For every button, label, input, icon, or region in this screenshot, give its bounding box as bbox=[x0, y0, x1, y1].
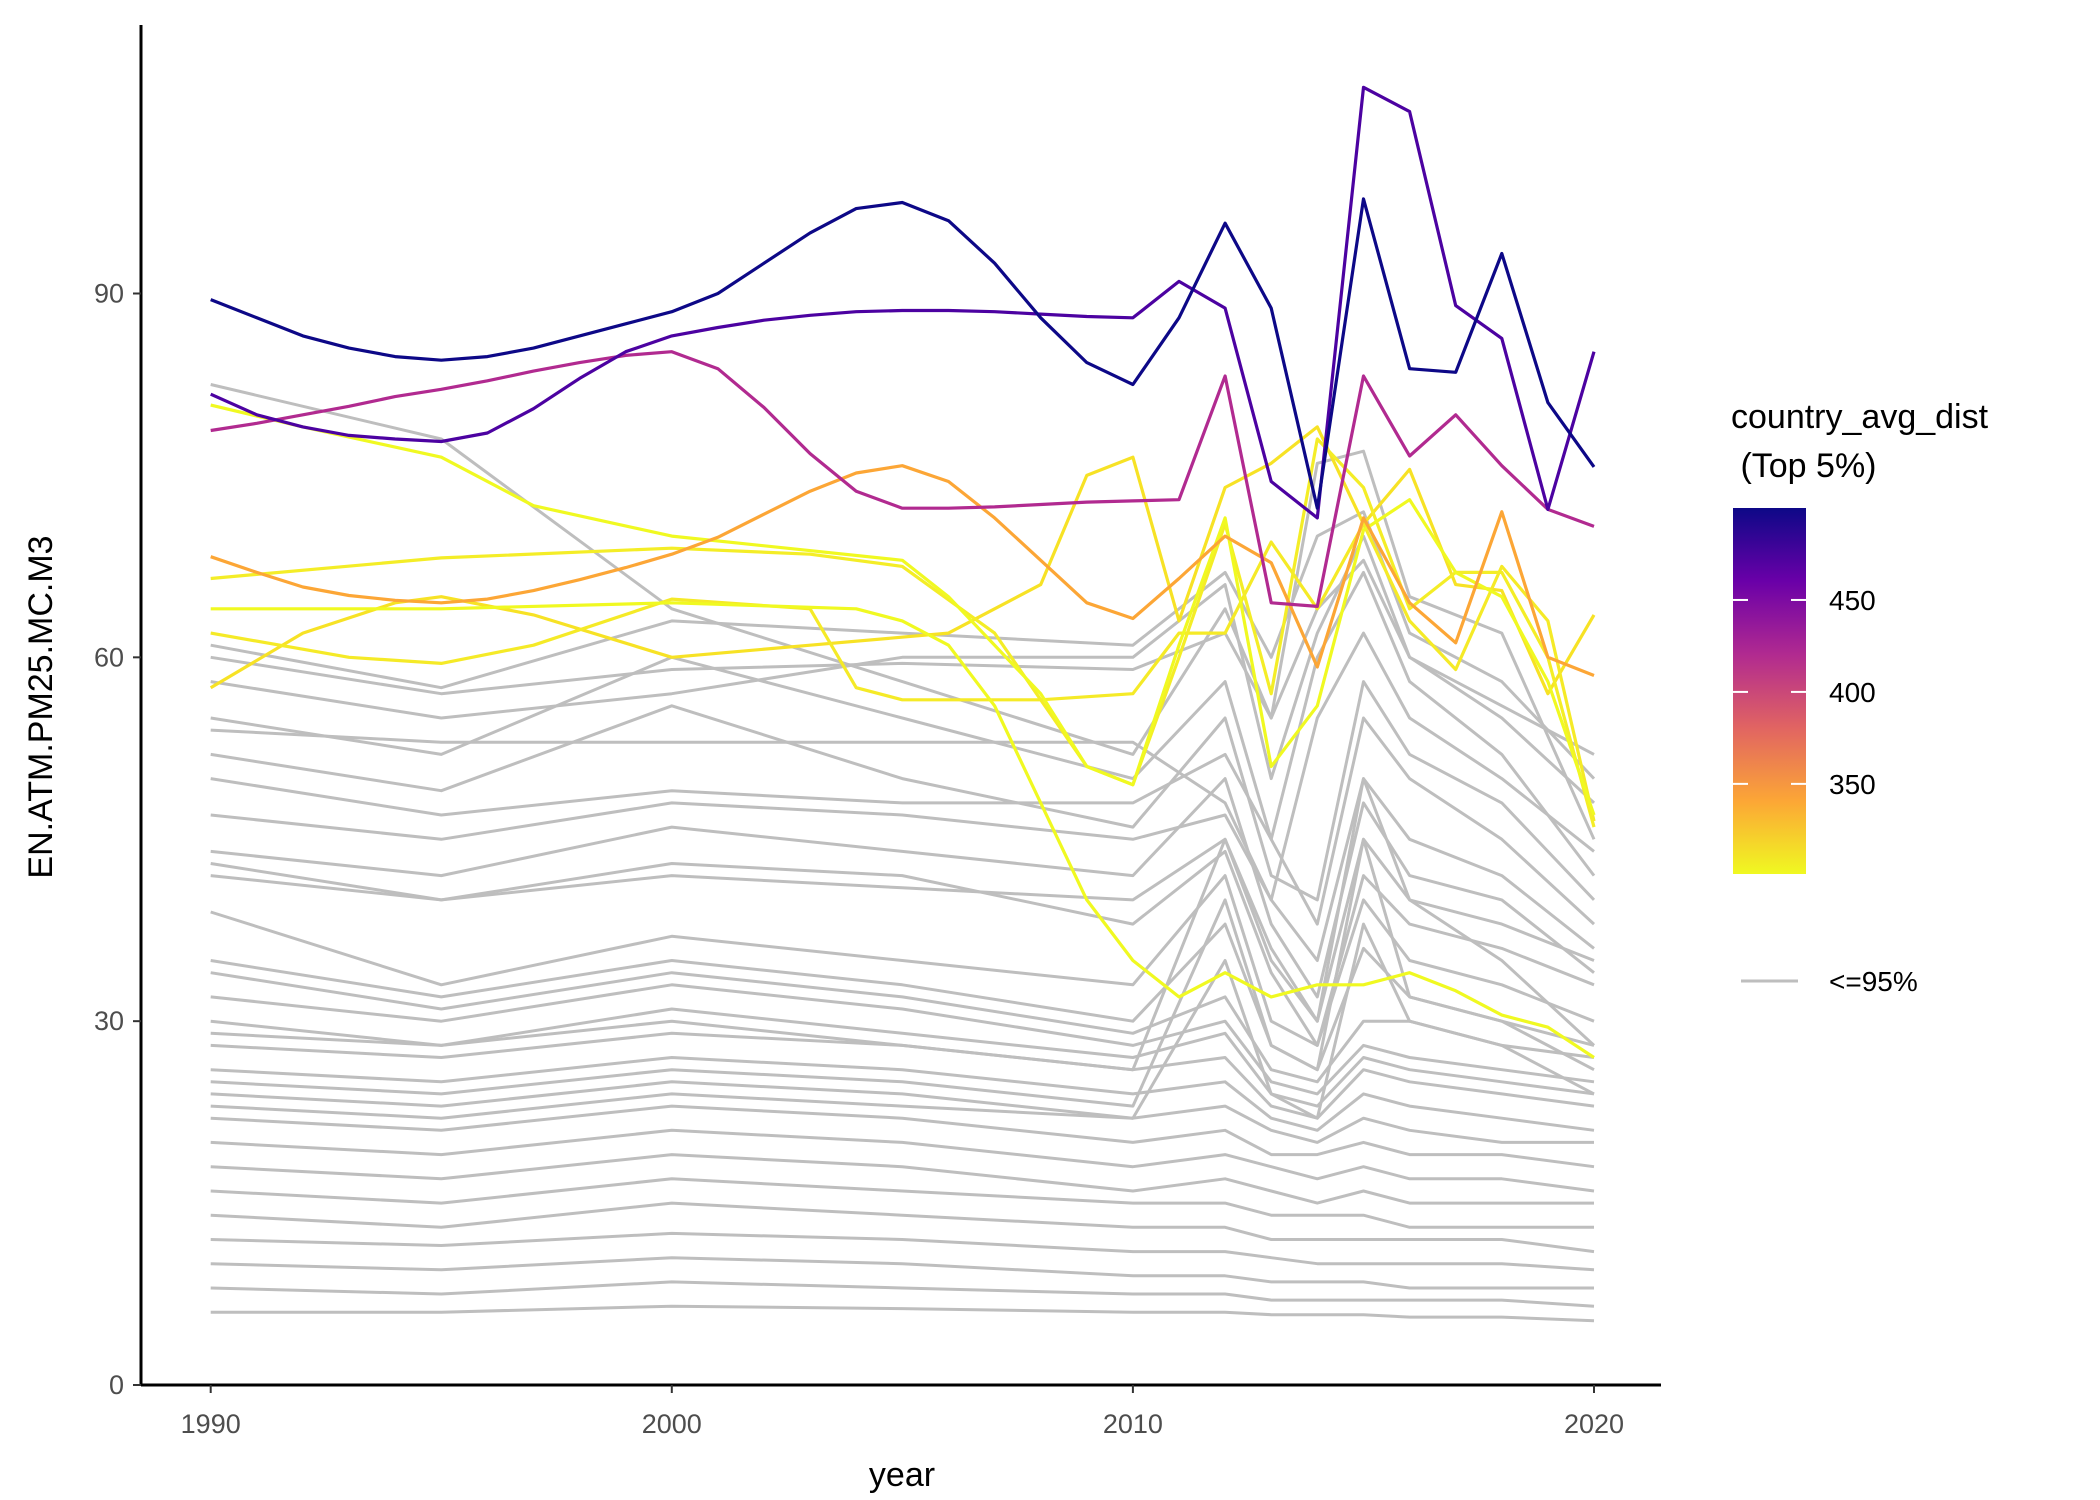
other-series-line bbox=[210, 570, 1596, 877]
other-series-line bbox=[210, 922, 1595, 1120]
x-axis-ticks: 1990 2000 2010 2020 bbox=[181, 1385, 1624, 1439]
y-axis-ticks: 0 30 60 90 bbox=[94, 279, 141, 1400]
x-tick-label: 2000 bbox=[642, 1409, 702, 1439]
other-series-line bbox=[210, 874, 1595, 1047]
highlighted-series-line bbox=[210, 403, 1596, 816]
other-series-line bbox=[210, 1104, 1595, 1169]
other-series-line bbox=[210, 1080, 1594, 1144]
highlighted-series-line bbox=[210, 437, 1596, 828]
colorbar-ticks: 350 400 450 bbox=[1733, 585, 1876, 800]
colorbar-tick-label: 450 bbox=[1829, 585, 1876, 616]
highlighted-series-line bbox=[210, 464, 1595, 677]
highlighted-series-line bbox=[210, 601, 1595, 1059]
other-series-line bbox=[210, 1128, 1595, 1193]
other-series-line bbox=[210, 534, 1596, 805]
other-series-line bbox=[210, 716, 1596, 926]
other-series-line bbox=[210, 1177, 1594, 1229]
other-series-line bbox=[210, 1201, 1595, 1254]
other-series-line bbox=[210, 1280, 1595, 1308]
legend-gray-label: <=95% bbox=[1829, 966, 1918, 997]
highlighted-series-line bbox=[210, 522, 1596, 822]
x-tick-label: 1990 bbox=[181, 1409, 241, 1439]
other-series-line bbox=[210, 1056, 1595, 1132]
other-series-line bbox=[210, 1256, 1594, 1290]
other-series-group bbox=[210, 383, 1596, 1323]
other-series-line bbox=[210, 837, 1595, 1108]
other-series-line bbox=[210, 983, 1595, 1096]
highlighted-series-line bbox=[210, 350, 1595, 609]
y-axis-title: EN.ATM.PM25.MC.M3 bbox=[22, 535, 60, 878]
y-tick-label: 60 bbox=[94, 642, 124, 672]
highlighted-series-line bbox=[210, 85, 1596, 520]
other-series-line bbox=[210, 631, 1595, 902]
y-tick-label: 0 bbox=[109, 1370, 124, 1400]
other-series-line bbox=[210, 1153, 1594, 1205]
colorbar-tick-label: 350 bbox=[1829, 769, 1876, 800]
other-series-line bbox=[210, 383, 1596, 840]
legend-title-line1: country_avg_dist bbox=[1731, 398, 1989, 436]
colorbar-tick-label: 400 bbox=[1829, 677, 1876, 708]
other-series-line bbox=[210, 777, 1595, 999]
legend-title-line2: (Top 5%) bbox=[1731, 447, 1877, 485]
highlighted-series-group bbox=[209, 85, 1596, 1059]
other-series-line bbox=[210, 777, 1595, 962]
other-series-line bbox=[210, 1031, 1595, 1120]
x-tick-label: 2020 bbox=[1564, 1409, 1624, 1439]
y-tick-label: 90 bbox=[94, 279, 124, 309]
x-tick-label: 2010 bbox=[1103, 1409, 1163, 1439]
x-axis-title: year bbox=[869, 1456, 935, 1494]
other-series-line bbox=[210, 777, 1596, 1072]
other-series-line bbox=[210, 1304, 1595, 1323]
y-tick-label: 30 bbox=[94, 1006, 124, 1036]
highlighted-series-line bbox=[210, 197, 1596, 510]
other-series-line bbox=[210, 837, 1595, 1023]
other-series-line bbox=[210, 1007, 1595, 1108]
legend: country_avg_dist (Top 5%) 350 400 450 <=95… bbox=[1731, 398, 1989, 997]
other-series-line bbox=[210, 971, 1595, 1084]
other-series-line bbox=[210, 849, 1595, 1047]
other-series-line bbox=[210, 1231, 1595, 1272]
